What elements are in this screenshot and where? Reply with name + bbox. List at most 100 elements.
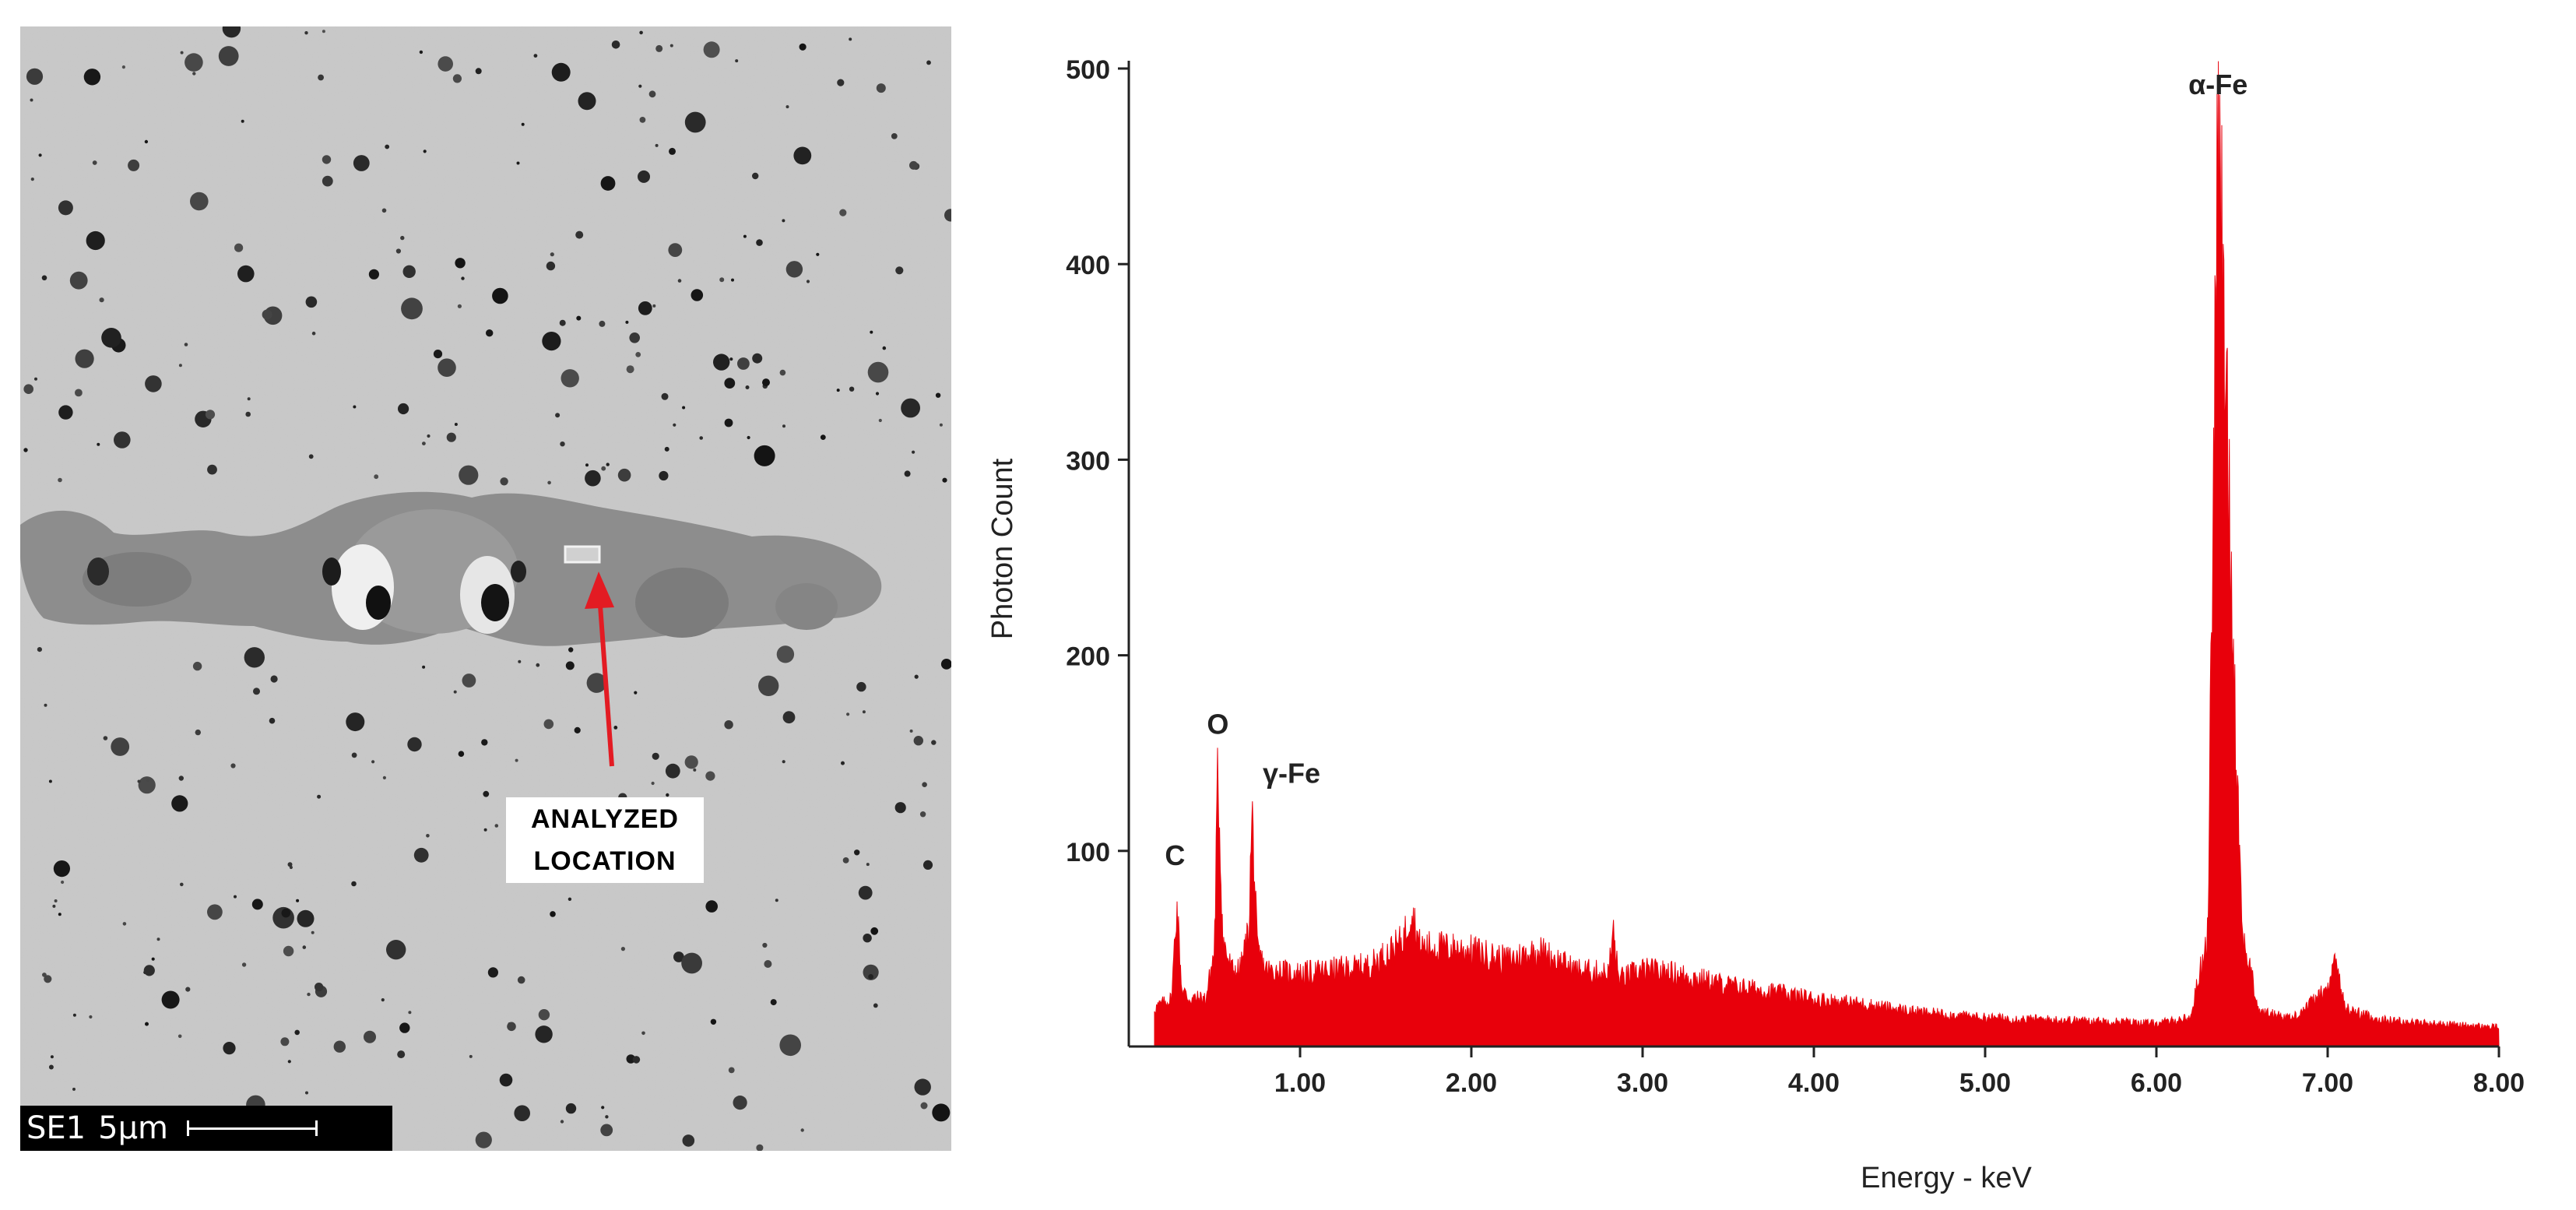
peak-label: O (1207, 709, 1228, 740)
pore (234, 243, 244, 252)
pore (913, 736, 924, 746)
pore (368, 269, 379, 280)
pore (923, 860, 933, 870)
pore (842, 857, 849, 864)
pore (426, 834, 430, 838)
pore (438, 56, 453, 72)
pore (555, 413, 561, 418)
inclusion-band (20, 491, 882, 646)
pore (617, 468, 631, 482)
pore (668, 243, 683, 257)
pore (351, 752, 357, 758)
pore (514, 1105, 530, 1121)
pore (322, 175, 333, 187)
pore (382, 776, 386, 780)
pore (535, 1025, 553, 1043)
pore (101, 328, 121, 348)
pore (620, 947, 626, 951)
x-tick-label: 2.00 (1446, 1068, 1497, 1098)
pore (648, 90, 656, 98)
pore (178, 364, 182, 368)
pore (559, 319, 566, 326)
pore (457, 304, 462, 308)
pore (75, 349, 94, 368)
pore (89, 1015, 93, 1019)
pore (103, 736, 108, 740)
pore (939, 423, 943, 427)
pore (574, 726, 581, 734)
pore (195, 729, 201, 736)
pore (351, 881, 357, 887)
pore (931, 740, 937, 745)
pore (904, 470, 911, 477)
pore (515, 758, 518, 762)
pore (626, 365, 634, 374)
label-line-1: ANALYZED (531, 804, 679, 834)
pore (752, 172, 759, 180)
x-tick-label: 5.00 (1959, 1068, 2011, 1098)
pore (245, 411, 251, 417)
pore (483, 790, 490, 797)
pore (601, 466, 606, 471)
x-tick-label: 7.00 (2302, 1068, 2353, 1098)
pore (507, 1022, 516, 1032)
peak-label: C (1165, 839, 1185, 871)
pore (317, 794, 322, 799)
pore (673, 423, 677, 427)
pore (611, 40, 620, 49)
pore (86, 230, 105, 251)
pore (305, 1091, 308, 1095)
pore (600, 176, 616, 191)
pore (878, 418, 882, 423)
pore (185, 987, 191, 992)
pore (575, 230, 584, 239)
pore (666, 793, 669, 797)
pore (192, 661, 202, 671)
pore (234, 895, 237, 899)
pore (38, 153, 42, 157)
pore (178, 776, 184, 781)
pore (635, 352, 641, 357)
pore (629, 332, 640, 343)
pore (401, 297, 423, 320)
pore (895, 266, 904, 275)
pore (438, 358, 456, 378)
x-tick-label: 8.00 (2473, 1068, 2525, 1098)
pore (776, 645, 795, 663)
pore (364, 1030, 376, 1043)
pore (177, 1034, 182, 1039)
x-tick-label: 1.00 (1274, 1068, 1326, 1098)
pore (517, 976, 525, 984)
pore (521, 122, 525, 126)
pore (58, 200, 73, 216)
pore (713, 354, 730, 371)
pore (180, 882, 184, 887)
sem-image (20, 26, 951, 1151)
pore (841, 761, 845, 765)
pore (638, 170, 650, 183)
pore (578, 92, 596, 111)
pore (779, 369, 786, 376)
pore (92, 160, 97, 165)
pore (867, 361, 889, 383)
pore (30, 178, 34, 181)
pore (733, 1096, 747, 1110)
pore (230, 763, 236, 769)
peak-label: γ-Fe (1263, 757, 1320, 789)
pore (756, 239, 763, 246)
pore (909, 729, 913, 733)
pore (371, 760, 375, 764)
pore (652, 304, 656, 308)
pore (53, 860, 70, 878)
pore (942, 477, 947, 483)
pore (665, 763, 680, 779)
pore (866, 863, 870, 867)
pore (691, 289, 704, 301)
pore (659, 470, 669, 481)
pore (854, 849, 860, 856)
pore (374, 474, 379, 480)
y-tick-label: 100 (1066, 838, 1110, 867)
scale-length: 5µm (98, 1110, 168, 1146)
pore (30, 98, 33, 102)
pore (863, 934, 872, 943)
